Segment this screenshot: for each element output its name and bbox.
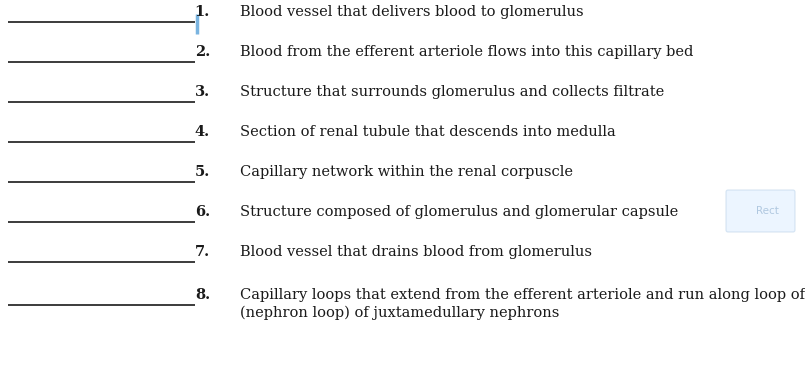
Text: Blood from the efferent arteriole flows into this capillary bed: Blood from the efferent arteriole flows … — [240, 45, 693, 59]
Text: Structure composed of glomerulus and glomerular capsule: Structure composed of glomerulus and glo… — [240, 205, 679, 219]
Text: Structure that surrounds glomerulus and collects filtrate: Structure that surrounds glomerulus and … — [240, 85, 664, 99]
Text: 5.: 5. — [195, 165, 210, 179]
Text: (nephron loop) of juxtamedullary nephrons: (nephron loop) of juxtamedullary nephron… — [240, 306, 559, 320]
Text: 4.: 4. — [195, 125, 210, 139]
Text: 7.: 7. — [195, 245, 210, 259]
Text: Blood vessel that drains blood from glomerulus: Blood vessel that drains blood from glom… — [240, 245, 592, 259]
Text: 8.: 8. — [195, 288, 210, 302]
Text: 6.: 6. — [195, 205, 210, 219]
Text: Capillary network within the renal corpuscle: Capillary network within the renal corpu… — [240, 165, 573, 179]
Text: Section of renal tubule that descends into medulla: Section of renal tubule that descends in… — [240, 125, 616, 139]
FancyBboxPatch shape — [726, 190, 795, 232]
Text: Capillary loops that extend from the efferent arteriole and run along loop of He: Capillary loops that extend from the eff… — [240, 288, 805, 302]
Text: Rect: Rect — [756, 206, 778, 216]
Text: 2.: 2. — [195, 45, 210, 59]
Text: Blood vessel that delivers blood to glomerulus: Blood vessel that delivers blood to glom… — [240, 5, 584, 19]
Text: 3.: 3. — [195, 85, 210, 99]
Text: 1.: 1. — [195, 5, 210, 19]
